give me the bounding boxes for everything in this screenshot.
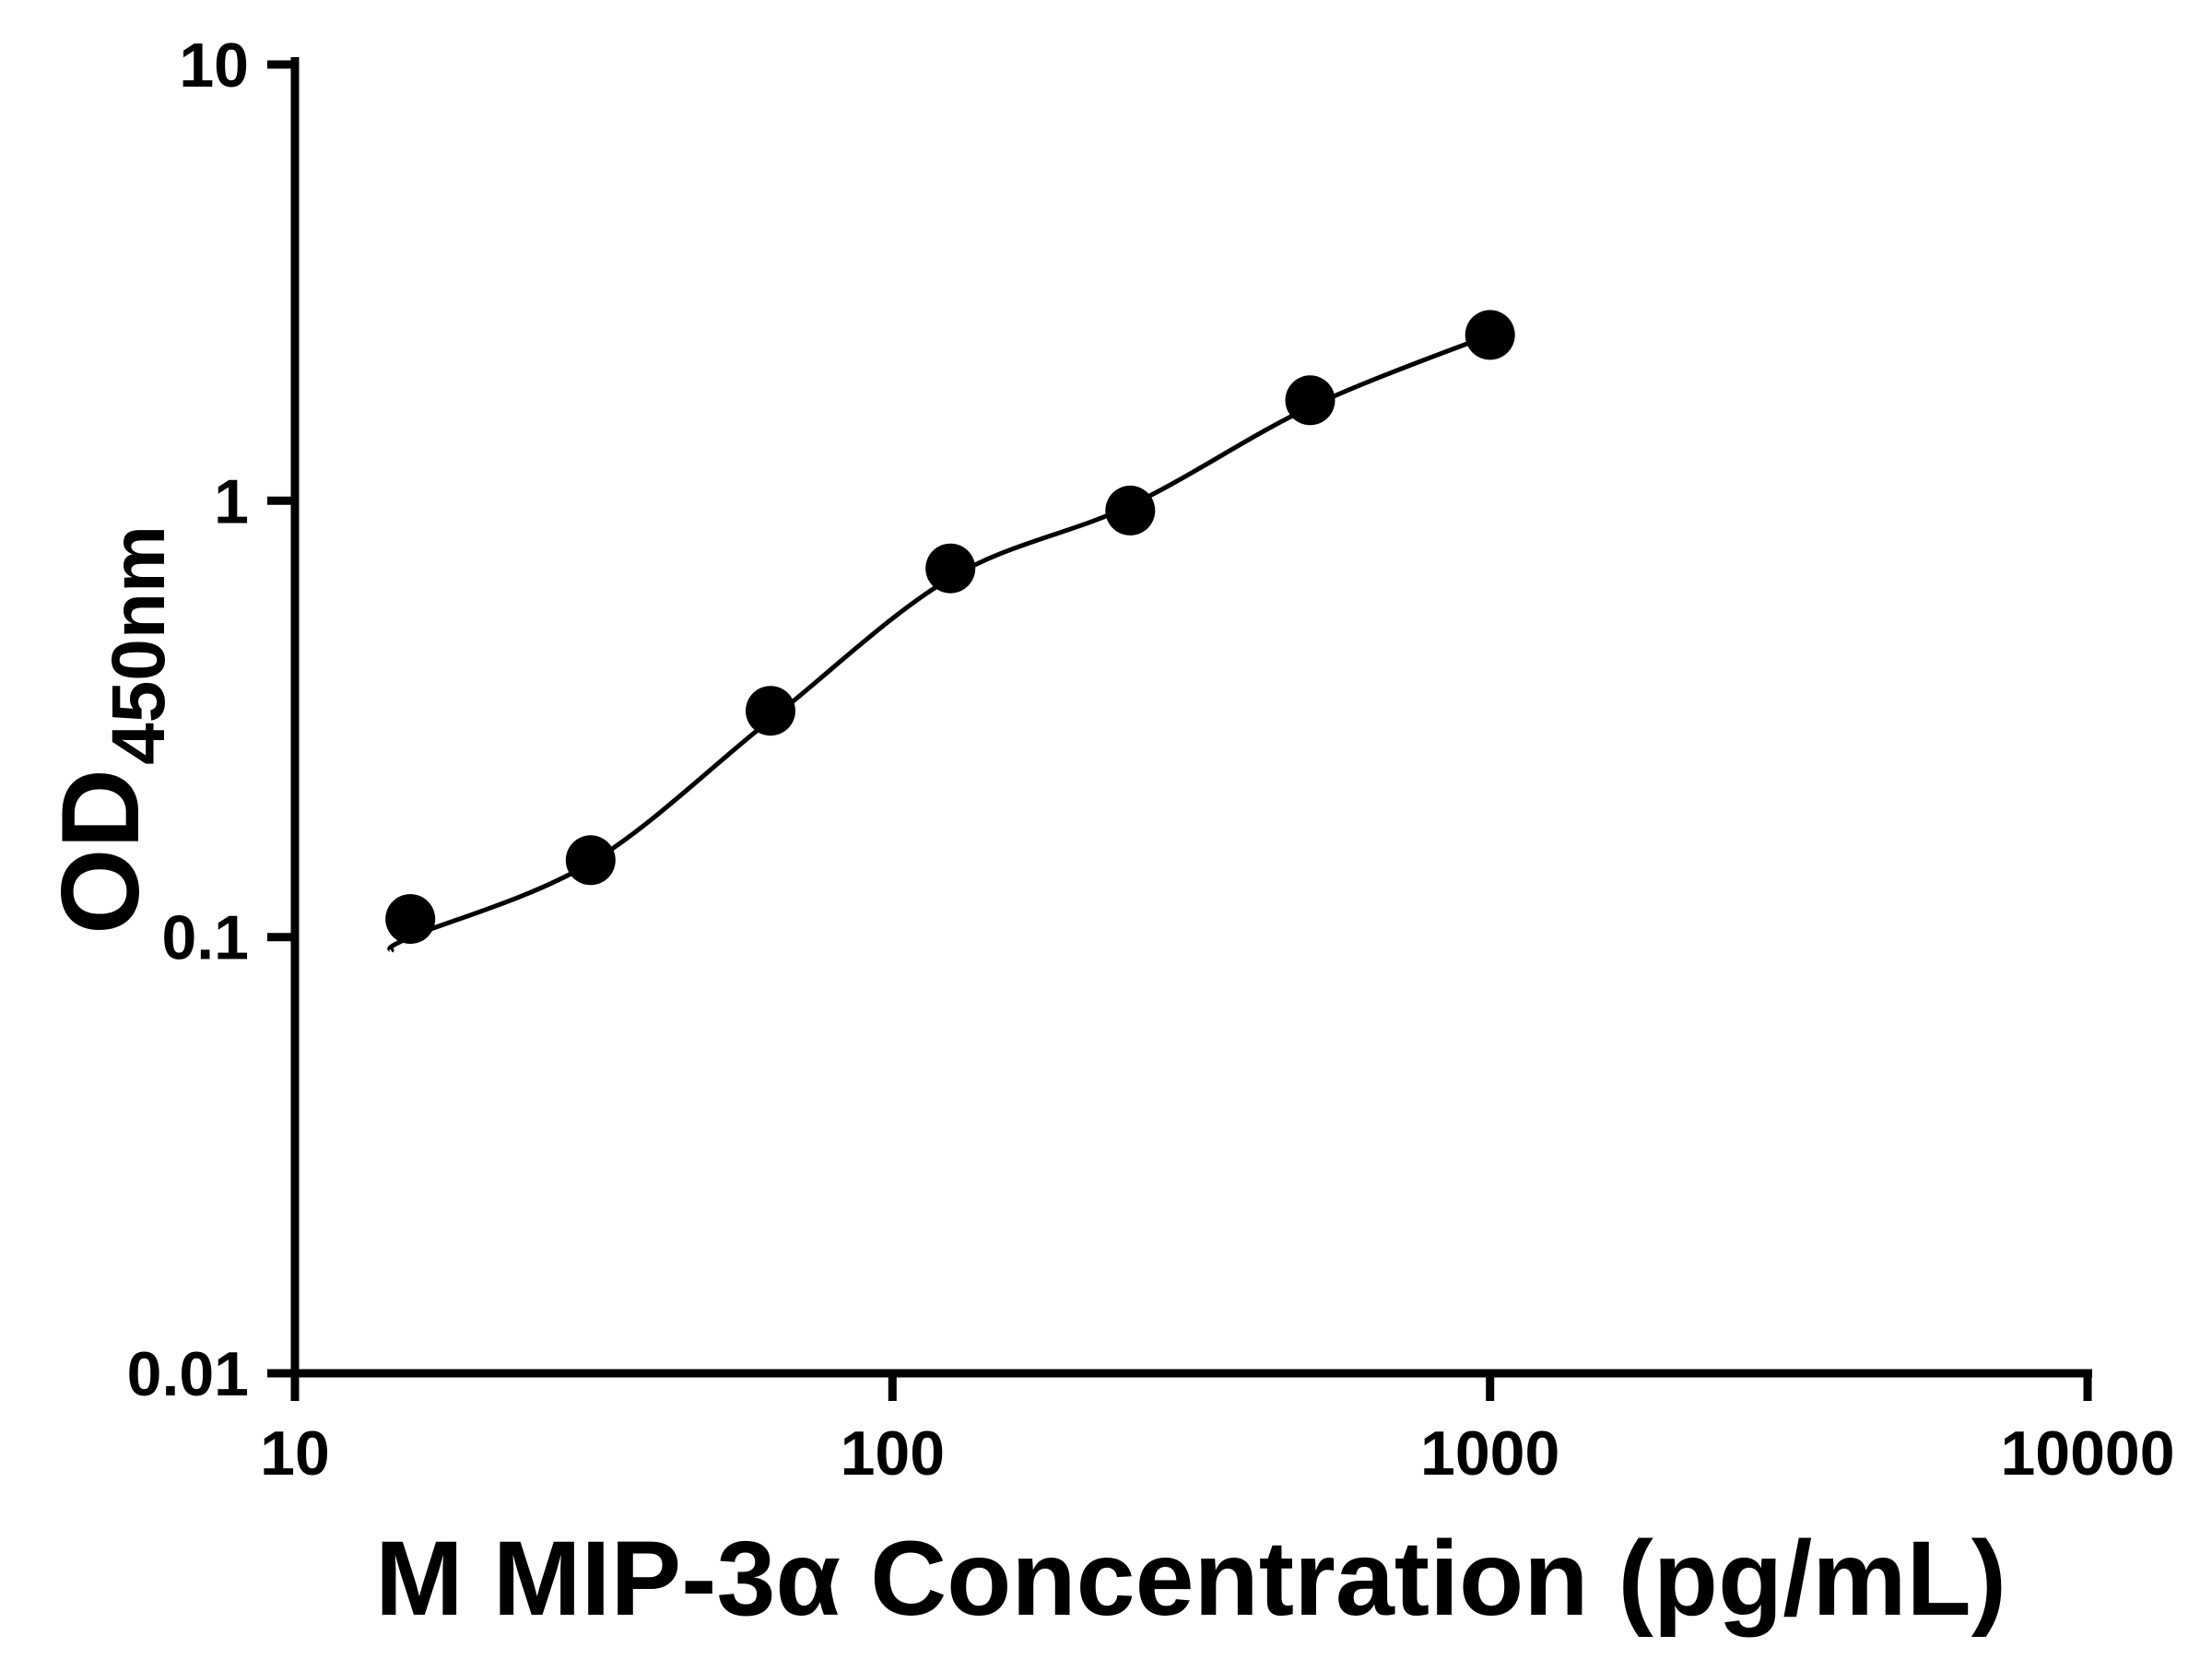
x-tick-label-100: 100 — [841, 1418, 945, 1488]
standard-points-marker-6 — [1465, 310, 1515, 360]
standard-points-marker-5 — [1285, 375, 1335, 426]
x-axis-title: M MIP-3α Concentration (pg/mL) — [375, 1520, 2006, 1638]
y-tick-label-0.01: 0.01 — [127, 1339, 249, 1409]
plot-area: 10 100 1000 10000 0.01 0.1 1 10 — [127, 30, 2175, 1488]
standard-points-marker-4 — [1105, 485, 1156, 535]
y-axis-title-main: OD — [39, 769, 162, 935]
standard-points-marker-3 — [925, 543, 976, 594]
y-tick-label-10: 10 — [179, 30, 249, 100]
y-tick-label-1: 1 — [214, 466, 249, 536]
standard-points-marker-0 — [385, 894, 436, 945]
y-tick-label-0.1: 0.1 — [161, 903, 249, 973]
x-tick-label-1000: 1000 — [1420, 1418, 1559, 1488]
fitted-curve — [387, 333, 1491, 953]
y-axis-title: OD 450nm — [39, 525, 181, 935]
standard-points-marker-1 — [565, 835, 616, 886]
x-tick-label-10000: 10000 — [2000, 1418, 2174, 1488]
axes — [290, 57, 2092, 1378]
standard-points-marker-2 — [746, 686, 795, 736]
x-tick-label-10: 10 — [260, 1418, 330, 1488]
y-axis-title-subscript: 450nm — [97, 525, 181, 765]
